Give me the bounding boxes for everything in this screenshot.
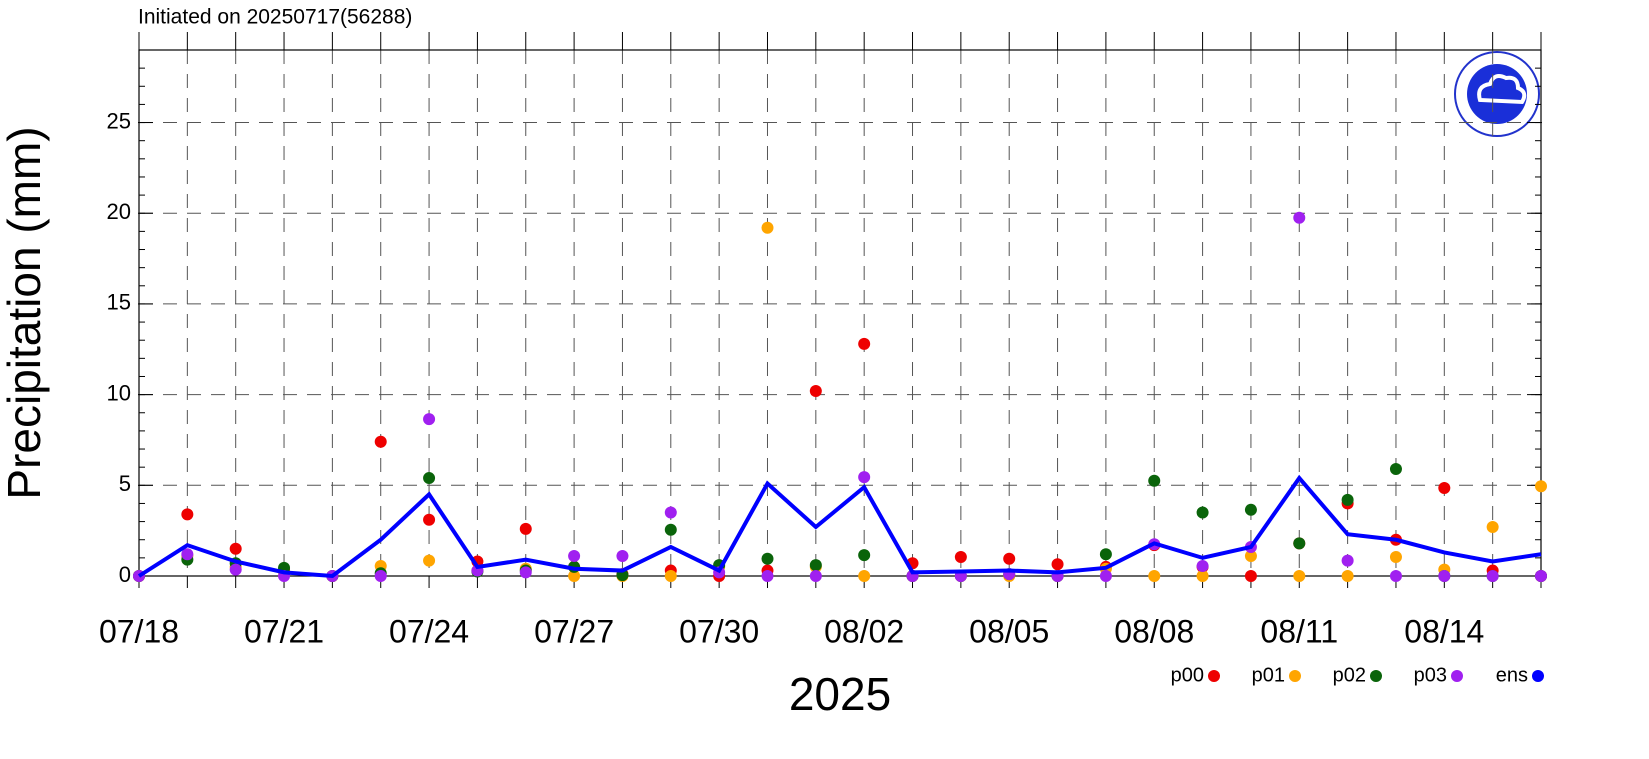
chart-title: Initiated on 20250717(56288): [138, 6, 412, 29]
x-axis-label: 2025: [789, 668, 891, 720]
x-tick-label: 07/24: [389, 613, 469, 649]
x-tick-label: 07/21: [244, 613, 324, 649]
y-tick-label: 5: [119, 471, 131, 496]
data-point: [1244, 550, 1257, 563]
logo: [1454, 51, 1540, 137]
data-point: [374, 570, 387, 582]
data-point: [664, 523, 677, 536]
x-tick-label: 07/27: [534, 613, 614, 649]
data-point: [229, 563, 242, 576]
data-point: [568, 570, 581, 582]
data-point: [1148, 474, 1161, 487]
data-point: [858, 549, 871, 562]
legend-label: p01: [1252, 664, 1285, 686]
x-tick-label: 07/18: [99, 613, 179, 649]
data-point: [1196, 560, 1209, 573]
legend-label: p00: [1171, 664, 1204, 686]
data-point: [858, 471, 871, 484]
data-point: [1486, 570, 1499, 582]
data-point: [423, 554, 436, 567]
data-point: [809, 384, 822, 397]
data-point: [809, 559, 822, 572]
data-point: [423, 513, 436, 526]
data-point: [1099, 548, 1112, 561]
data-point: [858, 570, 871, 582]
data-point: [1389, 550, 1402, 563]
data-point: [761, 570, 774, 582]
y-tick-label: 10: [107, 380, 131, 405]
data-point: [1293, 570, 1306, 582]
legend-marker: [1208, 670, 1220, 682]
data-point: [519, 566, 532, 579]
data-point: [423, 472, 436, 485]
data-point: [1389, 462, 1402, 475]
data-point: [954, 550, 967, 563]
x-tick-label: 08/14: [1404, 613, 1484, 649]
data-point: [858, 337, 871, 350]
x-tick-label: 08/02: [824, 613, 904, 649]
data-point: [1099, 570, 1112, 582]
x-tick-label: 08/11: [1260, 613, 1338, 649]
data-point: [1293, 537, 1306, 550]
data-point: [809, 570, 822, 582]
data-point: [423, 413, 436, 426]
data-point: [181, 548, 194, 561]
data-point: [616, 550, 629, 563]
data-point: [374, 435, 387, 448]
legend-label: p03: [1414, 664, 1447, 686]
legend-marker: [1370, 670, 1382, 682]
y-axis-label: Precipitation (mm): [0, 126, 50, 499]
data-point: [1341, 570, 1354, 582]
legend-marker: [1532, 670, 1544, 682]
data-point: [1486, 521, 1499, 534]
data-point: [1438, 482, 1451, 495]
legend-marker: [1451, 670, 1463, 682]
legend-label: p02: [1333, 664, 1366, 686]
data-point: [1148, 570, 1161, 582]
y-tick-label: 15: [107, 290, 131, 315]
data-point: [1535, 480, 1547, 493]
data-point: [1196, 570, 1209, 582]
data-point: [568, 550, 581, 563]
y-tick-label: 25: [107, 108, 131, 133]
data-point: [229, 542, 242, 555]
data-point: [181, 508, 194, 521]
legend-marker: [1289, 670, 1301, 682]
data-point: [519, 522, 532, 535]
data-point: [1003, 552, 1016, 565]
data-point: [664, 570, 677, 582]
x-tick-label: 08/05: [969, 613, 1049, 649]
data-point: [1438, 570, 1451, 582]
data-point: [1535, 570, 1547, 582]
data-point: [1244, 503, 1257, 516]
data-point: [1293, 211, 1306, 224]
data-point: [1389, 570, 1402, 582]
ens-line: [137, 474, 1542, 579]
data-point: [1196, 506, 1209, 519]
data-point: [1341, 493, 1354, 506]
data-point: [664, 506, 677, 519]
y-tick-label: 0: [119, 562, 131, 587]
data-point: [761, 221, 774, 234]
plot-frame: [138, 49, 1542, 577]
data-point: [1244, 570, 1257, 582]
legend-label: ens: [1496, 664, 1528, 686]
data-point: [1341, 554, 1354, 567]
y-tick-label: 20: [107, 199, 131, 224]
data-point: [761, 552, 774, 565]
data-point: [1051, 558, 1064, 571]
x-tick-label: 08/08: [1114, 613, 1194, 649]
x-tick-label: 07/30: [679, 613, 759, 649]
